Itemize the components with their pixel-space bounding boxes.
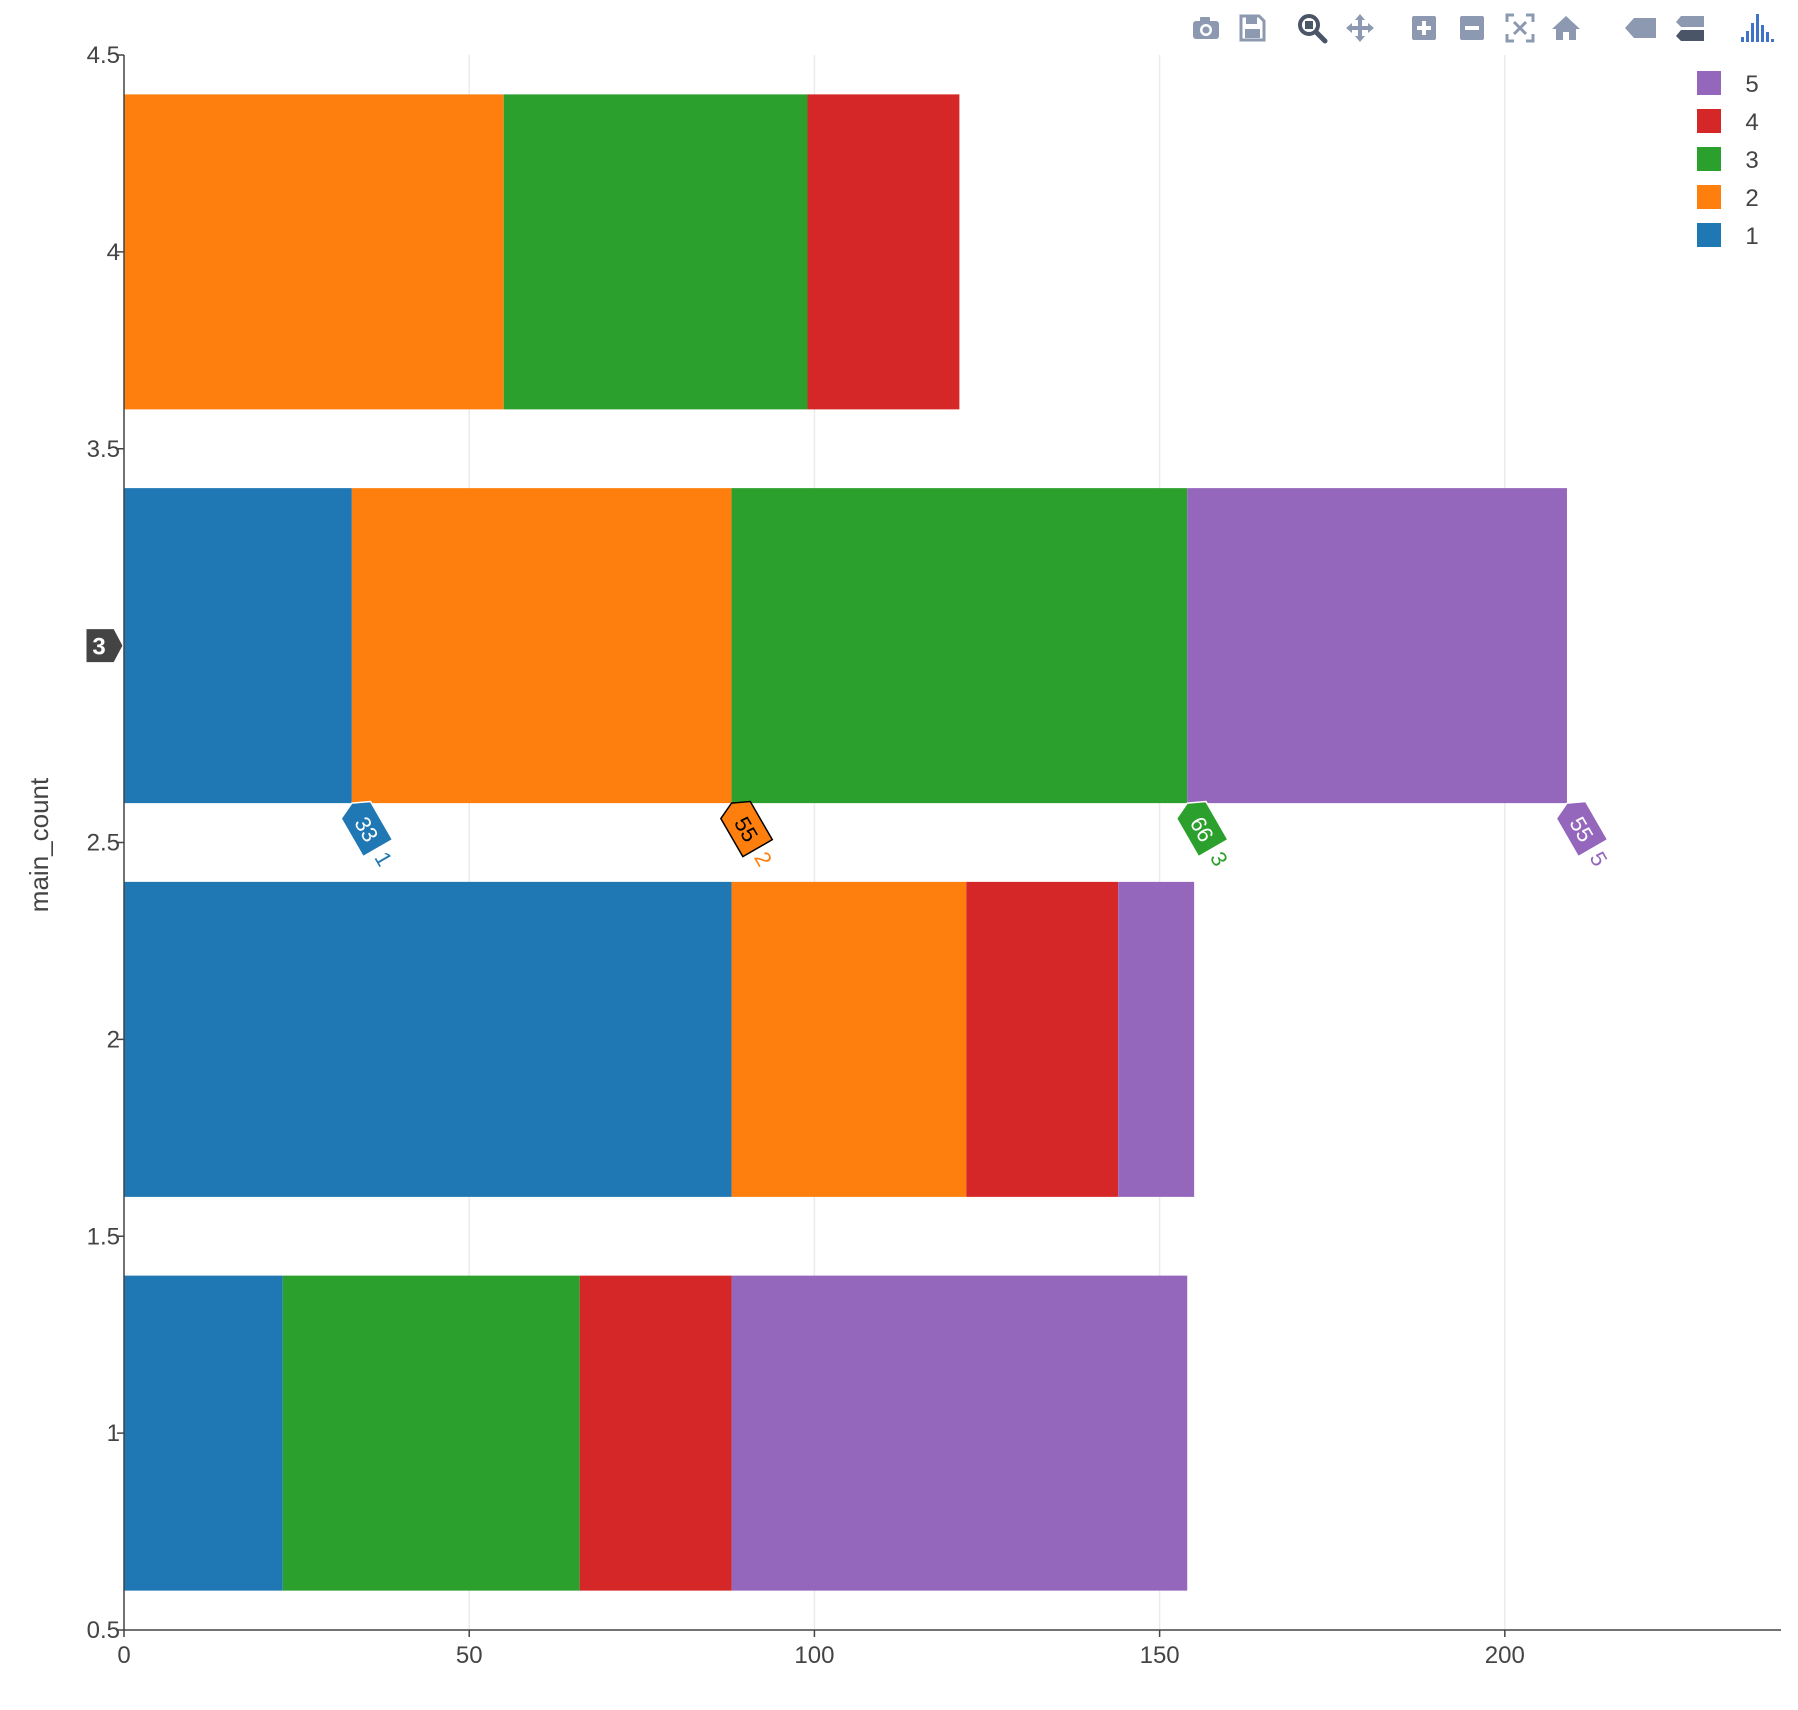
x-tick-label-200: 200 xyxy=(1485,1642,1525,1669)
x-tick-label-50: 50 xyxy=(456,1642,483,1669)
hover-label-series-5: 555 xyxy=(1555,800,1612,870)
plotly-logo-icon xyxy=(1741,14,1774,42)
hover-category-text: 3 xyxy=(92,634,105,661)
hover-label-series-2: 552 xyxy=(719,800,777,870)
camera-icon xyxy=(1193,17,1219,39)
pan-icon xyxy=(1346,14,1374,42)
bar-2-series-1[interactable] xyxy=(124,881,732,1197)
save-button[interactable] xyxy=(1234,10,1270,46)
y-tick-label-0.5: 0.5 xyxy=(87,1617,120,1644)
x-tick-label-0: 0 xyxy=(117,1642,130,1669)
bar-3-series-3[interactable] xyxy=(731,488,1188,804)
compare-icon xyxy=(1676,16,1704,41)
legend-item-1[interactable]: 1 xyxy=(1697,223,1759,250)
legend-label-5: 5 xyxy=(1745,71,1758,98)
legend-label-4: 4 xyxy=(1745,109,1758,136)
hover-category-box xyxy=(85,628,124,664)
legend-swatch-2 xyxy=(1697,185,1721,209)
compare-button[interactable] xyxy=(1672,10,1708,46)
bar-1-series-4[interactable] xyxy=(579,1275,732,1591)
spike-button[interactable] xyxy=(1622,10,1658,46)
x-tick-label-100: 100 xyxy=(794,1642,834,1669)
hover-label-box-3 xyxy=(1175,800,1229,858)
y-tick-label-1: 1 xyxy=(107,1420,120,1447)
y-tick-label-2: 2 xyxy=(107,1026,120,1053)
hover-label-series-3: 663 xyxy=(1175,800,1233,870)
legend-item-4[interactable]: 4 xyxy=(1697,109,1759,136)
y-tick-label-4.5: 4.5 xyxy=(87,42,120,69)
bar-2-series-5[interactable] xyxy=(1118,881,1195,1197)
modebar xyxy=(1188,10,1788,50)
spike-icon xyxy=(1625,18,1656,38)
home-button[interactable] xyxy=(1548,10,1584,46)
y-axis-ticks: 0.5 1 1.5 2 2.5 3 3.5 4 4.5 xyxy=(87,42,124,1644)
bar-2-series-4[interactable] xyxy=(966,881,1119,1197)
legend-item-3[interactable]: 3 xyxy=(1697,147,1759,174)
pan-button[interactable] xyxy=(1342,10,1378,46)
y-tick-label-1.5: 1.5 xyxy=(87,1223,120,1250)
bars[interactable] xyxy=(124,94,1567,1591)
legend-swatch-1 xyxy=(1697,223,1721,247)
zoom-in-icon xyxy=(1412,16,1436,40)
home-icon xyxy=(1552,16,1580,40)
bar-3-series-1[interactable] xyxy=(124,488,352,804)
zoom-out-button[interactable] xyxy=(1454,10,1490,46)
hover-label-box-1 xyxy=(340,800,394,858)
legend-label-1: 1 xyxy=(1745,223,1758,250)
legend-swatch-4 xyxy=(1697,109,1721,133)
hover-label-series-1: 331 xyxy=(340,800,397,870)
legend-label-2: 2 xyxy=(1745,185,1758,212)
zoom-button[interactable] xyxy=(1294,10,1330,46)
y-tick-label-4: 4 xyxy=(107,239,120,266)
bar-1-series-1[interactable] xyxy=(124,1275,283,1591)
plotly-logo-button[interactable] xyxy=(1738,10,1774,46)
bar-4-series-3[interactable] xyxy=(503,94,808,410)
zoom-icon xyxy=(1298,14,1328,44)
zoom-out-icon xyxy=(1460,16,1484,40)
legend-item-2[interactable]: 2 xyxy=(1697,185,1759,212)
y-tick-label-2.5: 2.5 xyxy=(87,830,120,857)
save-icon xyxy=(1239,14,1266,42)
bar-4-series-4[interactable] xyxy=(807,94,960,410)
bar-3-series-2[interactable] xyxy=(351,488,732,804)
hover-label-box-5 xyxy=(1555,800,1609,858)
hover-category-label: 3 xyxy=(85,628,124,664)
bar-1-series-3[interactable] xyxy=(282,1275,580,1591)
legend-item-5[interactable]: 5 xyxy=(1697,71,1759,98)
bar-4-series-2[interactable] xyxy=(124,94,504,410)
y-axis-label: main_count xyxy=(24,777,54,912)
bar-1-series-5[interactable] xyxy=(731,1275,1188,1591)
legend[interactable]: 5 4 3 2 1 xyxy=(1697,71,1759,250)
bar-2-series-2[interactable] xyxy=(731,881,967,1197)
bar-3-series-5[interactable] xyxy=(1187,488,1567,804)
zoom-in-button[interactable] xyxy=(1406,10,1442,46)
legend-swatch-3 xyxy=(1697,147,1721,171)
hover-label-box-2 xyxy=(719,800,774,858)
autoscale-button[interactable] xyxy=(1502,10,1538,46)
autoscale-icon xyxy=(1505,13,1535,43)
legend-label-3: 3 xyxy=(1745,147,1758,174)
camera-button[interactable] xyxy=(1188,10,1224,46)
x-tick-label-150: 150 xyxy=(1140,1642,1180,1669)
y-tick-label-3.5: 3.5 xyxy=(87,436,120,463)
legend-swatch-5 xyxy=(1697,71,1721,95)
x-axis-ticks: 0 50 100 150 200 xyxy=(117,1630,1525,1669)
